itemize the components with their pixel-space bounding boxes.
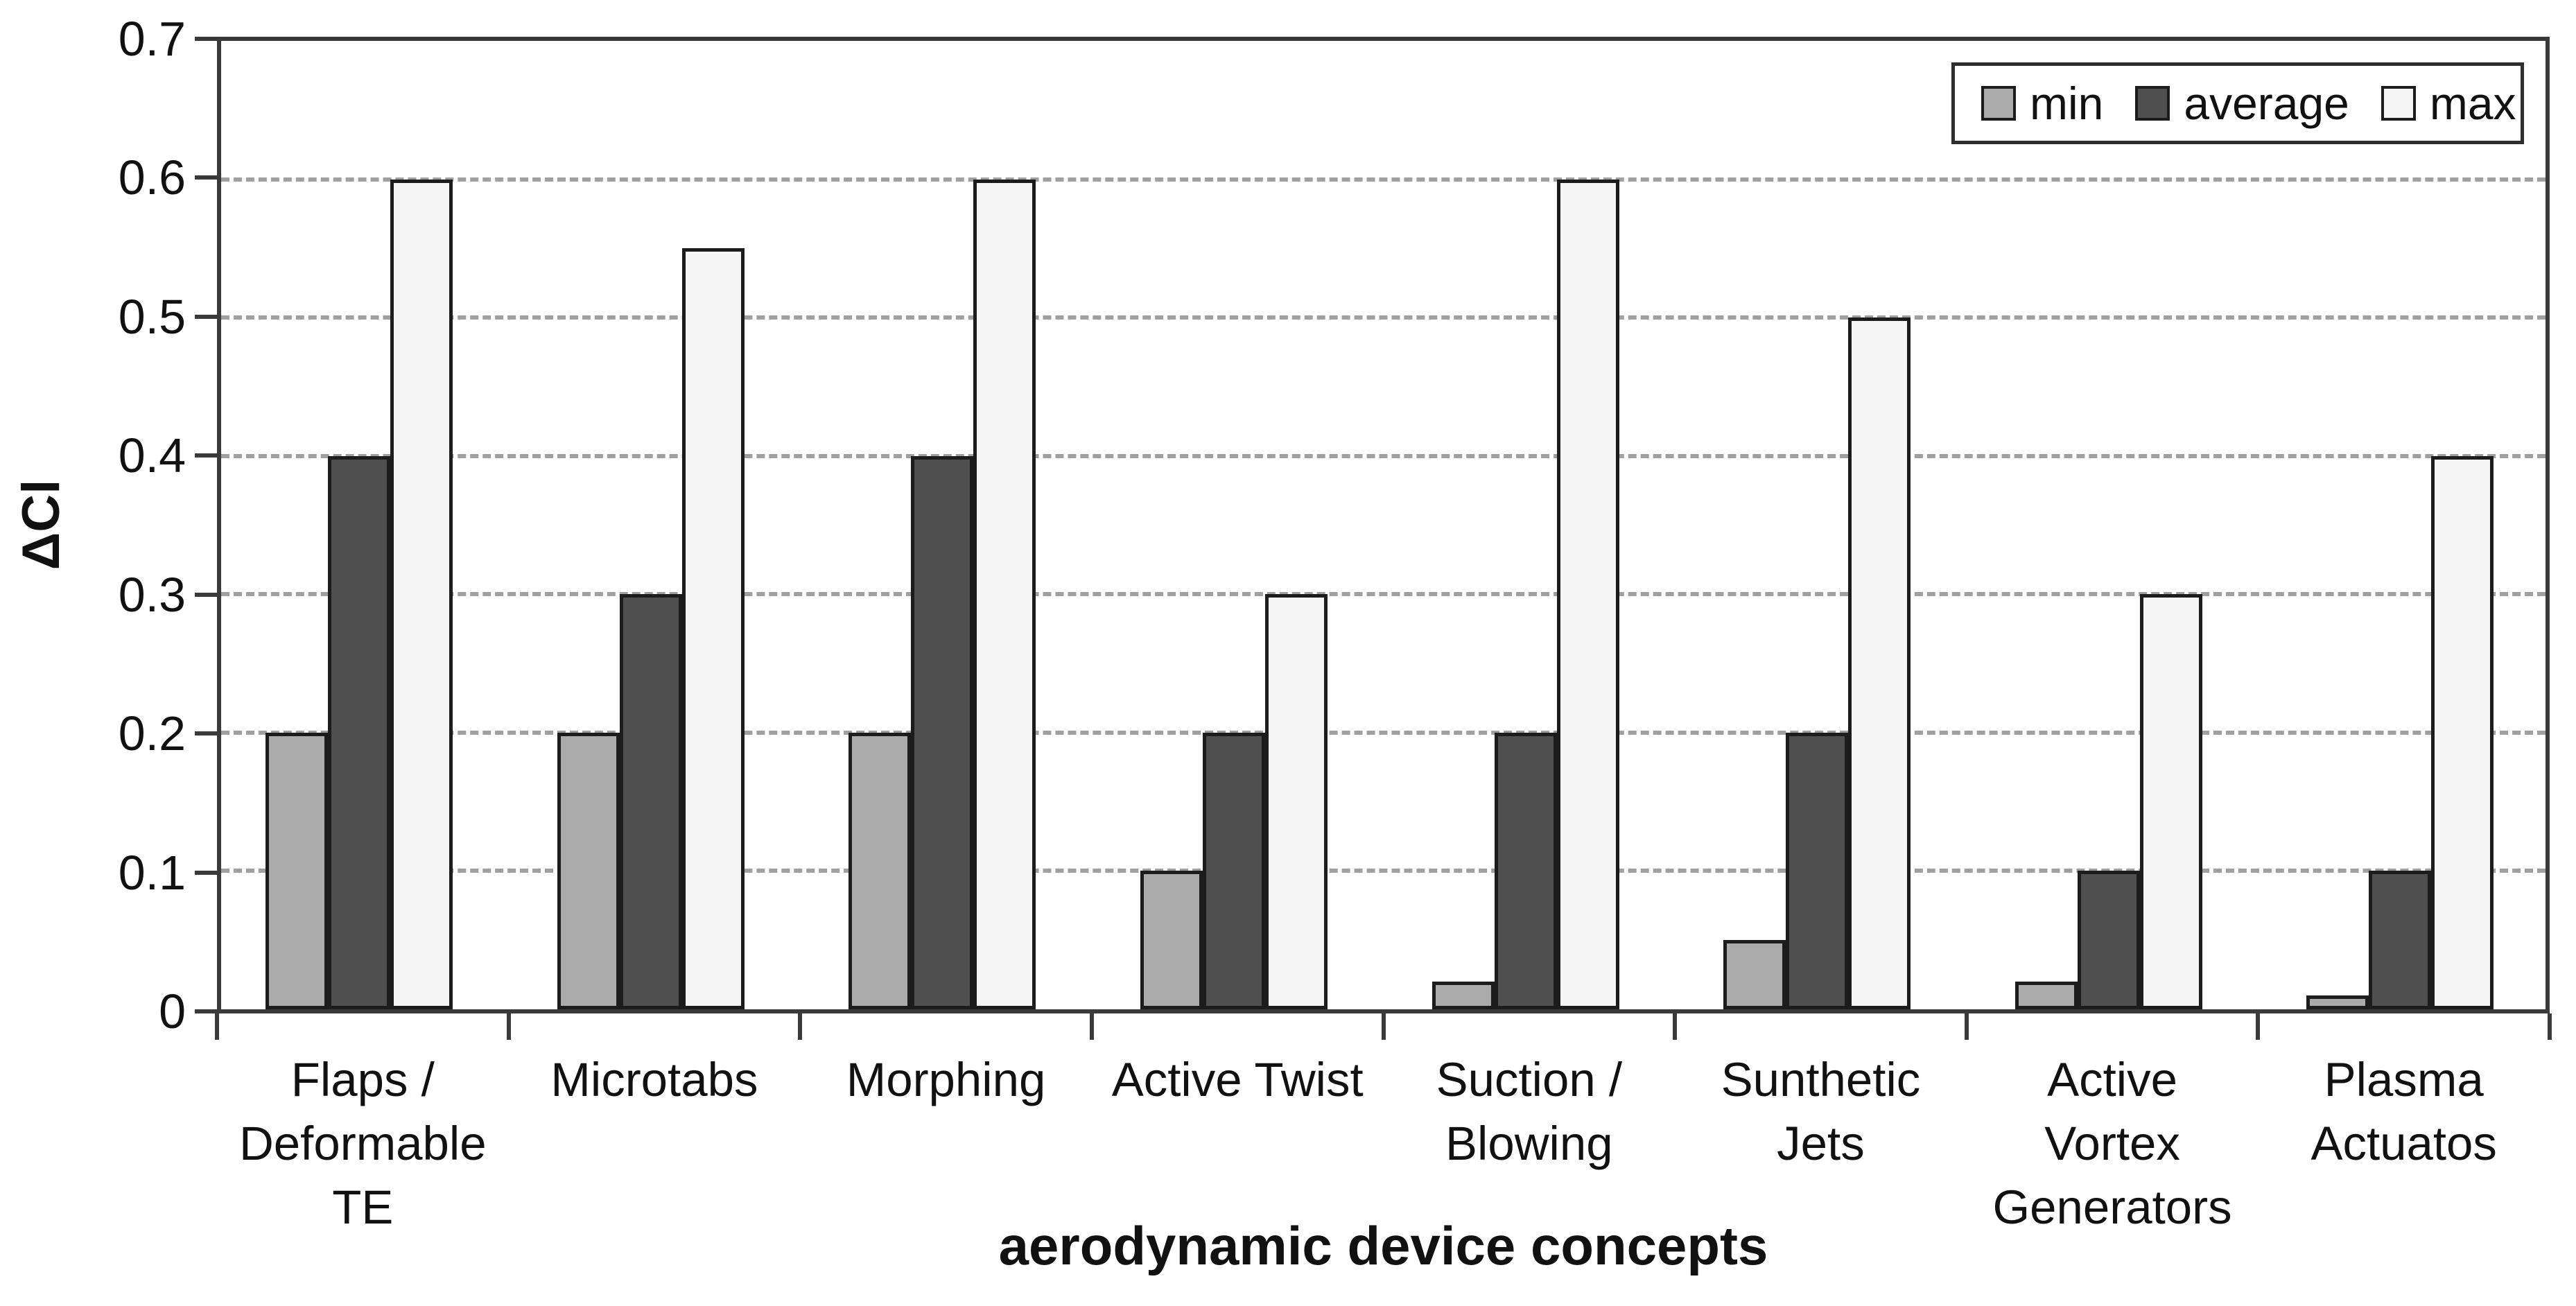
y-tick-mark: [195, 453, 217, 458]
category-label-0: Flaps / Deformable TE: [238, 1053, 487, 1234]
x-tick-mark: [1089, 1013, 1094, 1040]
bar-min-4: [1431, 982, 1495, 1009]
bar-max-7: [2431, 455, 2494, 1009]
max-swatch-icon: [2381, 86, 2416, 121]
min-swatch-icon: [1981, 86, 2016, 121]
legend-item-min: min: [1981, 79, 2103, 128]
bar-min-1: [557, 732, 620, 1009]
category-label-5: Sunthetic Jets: [1721, 1053, 1921, 1170]
gridline: [221, 315, 2545, 320]
bar-max-6: [2139, 594, 2202, 1009]
gridline: [221, 177, 2545, 182]
legend-label-average: average: [2184, 78, 2349, 129]
y-tick-mark: [195, 870, 217, 875]
bar-max-2: [973, 179, 1036, 1009]
bar-max-5: [1848, 317, 1911, 1009]
legend-label-min: min: [2030, 78, 2104, 129]
legend-label-max: max: [2429, 78, 2516, 129]
x-tick-mark: [1381, 1013, 1386, 1040]
y-tick-mark: [195, 1009, 217, 1013]
bar-min-5: [1723, 940, 1786, 1009]
bar-min-3: [1140, 871, 1203, 1009]
bar-average-3: [1202, 732, 1265, 1009]
category-label-2: Morphing: [846, 1053, 1046, 1106]
bar-max-1: [681, 248, 745, 1009]
y-tick-mark: [195, 731, 217, 736]
bar-max-3: [1264, 594, 1328, 1009]
gridline: [221, 592, 2545, 597]
x-tick-mark: [2548, 1013, 2552, 1040]
x-tick-mark: [506, 1013, 511, 1040]
category-label-3: Active Twist: [1111, 1053, 1364, 1106]
y-tick-label: 0.6: [118, 150, 186, 205]
bar-average-2: [911, 455, 974, 1009]
plot-area: [217, 37, 2550, 1013]
x-tick-mark: [798, 1013, 803, 1040]
bar-min-0: [266, 732, 328, 1009]
legend: min average max: [1951, 62, 2524, 144]
x-tick-mark: [215, 1013, 219, 1040]
y-tick-label: 0.2: [118, 706, 186, 761]
y-tick-label: 0.5: [118, 289, 186, 344]
y-tick-label: 0: [159, 984, 186, 1038]
bar-average-0: [328, 455, 390, 1009]
bar-min-2: [848, 732, 912, 1009]
x-tick-mark: [1673, 1013, 1678, 1040]
bar-min-6: [2014, 982, 2078, 1009]
average-swatch-icon: [2135, 86, 2170, 121]
y-tick-label: 0.3: [118, 567, 186, 622]
y-tick-mark: [195, 37, 217, 41]
x-axis-title: aerodynamic device concepts: [998, 1215, 1768, 1276]
bar-average-4: [1494, 732, 1557, 1009]
category-label-6: Active Vortex Generators: [1992, 1053, 2232, 1234]
y-tick-mark: [195, 175, 217, 180]
y-tick-label: 0.4: [118, 428, 186, 483]
gridline: [221, 730, 2545, 735]
x-tick-mark: [1964, 1013, 1969, 1040]
y-tick-label: 0.1: [118, 845, 186, 900]
y-axis-title: ΔCl: [12, 479, 71, 571]
bar-max-4: [1556, 179, 1619, 1009]
category-label-4: Suction / Blowing: [1436, 1053, 1623, 1170]
bar-average-7: [2369, 871, 2432, 1009]
y-tick-mark: [195, 314, 217, 319]
x-tick-mark: [2256, 1013, 2261, 1040]
bar-average-5: [1786, 732, 1849, 1009]
y-tick-mark: [195, 592, 217, 597]
bar-average-6: [2077, 871, 2140, 1009]
bar-average-1: [619, 594, 682, 1009]
bar-max-0: [390, 179, 453, 1009]
legend-item-average: average: [2135, 79, 2349, 128]
category-label-1: Microtabs: [550, 1053, 758, 1106]
gridline: [221, 453, 2545, 458]
gridline: [221, 869, 2545, 873]
legend-item-max: max: [2381, 79, 2516, 128]
y-tick-label: 0.7: [118, 12, 186, 66]
category-label-7: Plasma Actuatos: [2310, 1053, 2497, 1170]
bar-min-7: [2306, 995, 2369, 1009]
